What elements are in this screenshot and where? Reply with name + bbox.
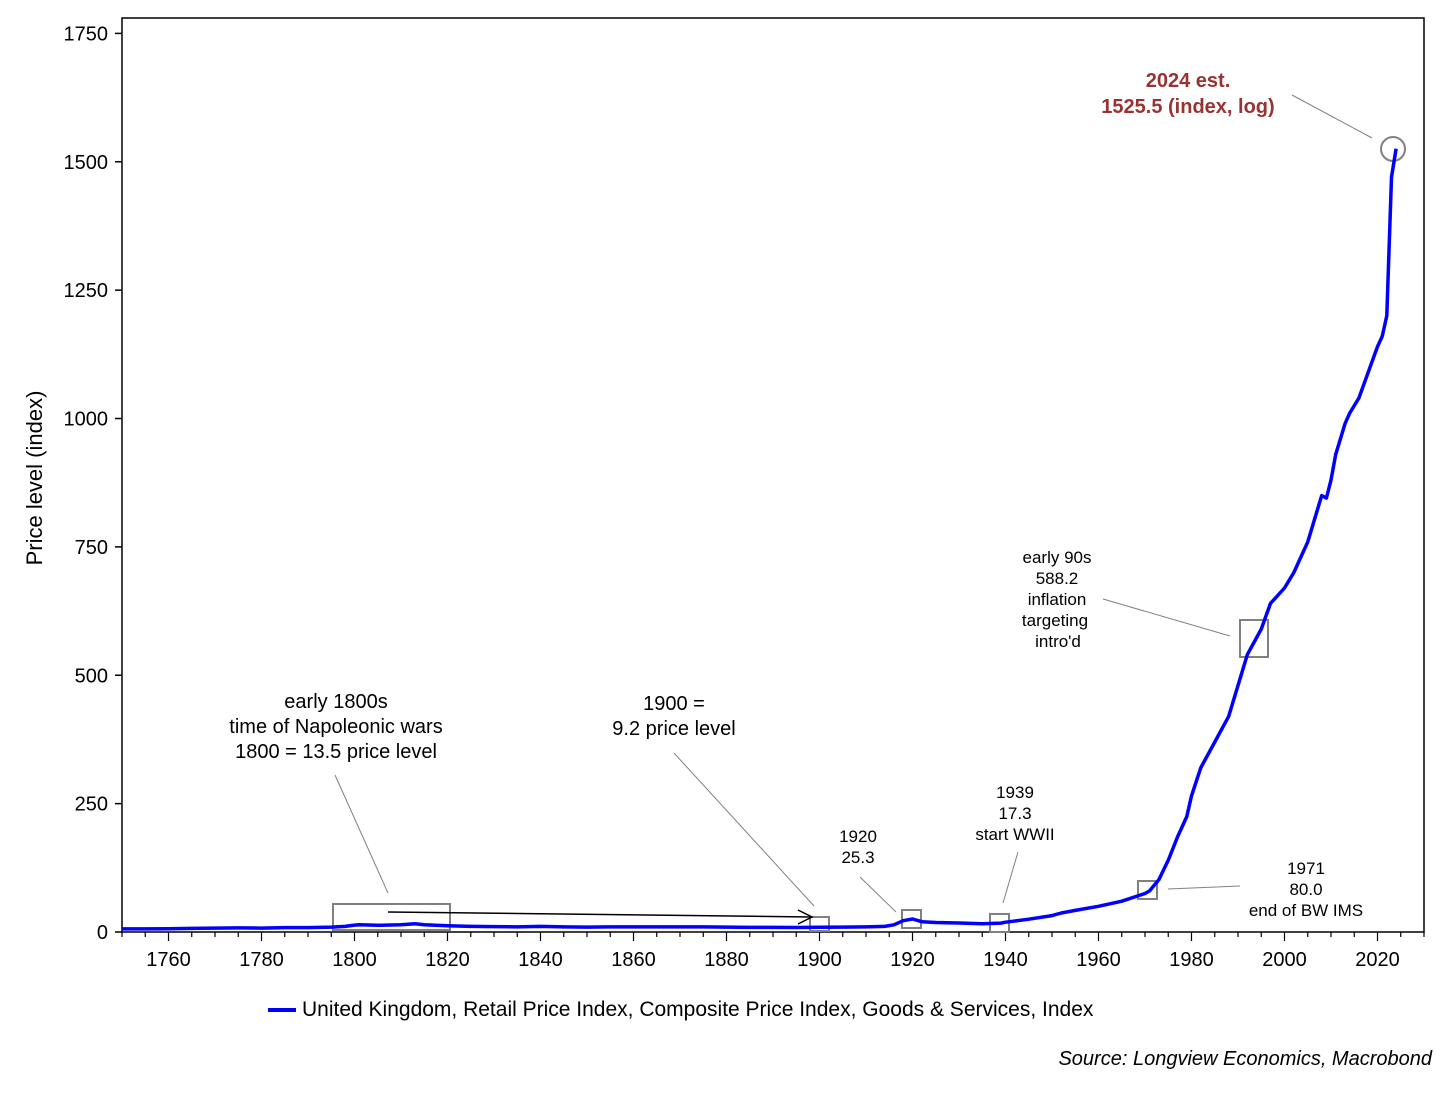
x-tick-label: 1880 (704, 949, 749, 971)
a1971-line1: 1971 (1287, 859, 1325, 878)
box-1900 (809, 916, 830, 932)
x-tick-label: 2020 (1355, 949, 1400, 971)
x-tick-label: 1940 (983, 949, 1028, 971)
annotation-markers (332, 136, 1406, 933)
leader-1900 (673, 752, 815, 907)
legend-label: United Kingdom, Retail Price Index, Comp… (302, 998, 1094, 1021)
x-tick-label: 1920 (890, 949, 935, 971)
y-tick-label: 250 (75, 794, 108, 816)
a90s-line2: 588.2 (1036, 569, 1079, 588)
napoleonic-arrow (387, 909, 814, 925)
annotation-1900: 1900 = 9.2 price level (612, 693, 735, 740)
a1920-line1: 1920 (839, 827, 877, 846)
source-note: Source: Longview Economics, Macrobond (1058, 1048, 1432, 1070)
a1900-line2: 9.2 price level (612, 718, 735, 740)
leader-early90s (1102, 598, 1231, 637)
leader-1939 (1002, 851, 1019, 904)
a1939-line1: 1939 (996, 783, 1034, 802)
box-early90s (1239, 619, 1269, 658)
y-axis-label: Price level (index) (22, 391, 47, 566)
y-tick-label: 1000 (64, 409, 109, 431)
napoleonic-line3: 1800 = 13.5 price level (235, 741, 437, 763)
y-tick-label: 1750 (64, 23, 109, 45)
napoleonic-line1: early 1800s (284, 691, 387, 713)
annotation-1939: 1939 17.3 start WWII (975, 783, 1054, 844)
leader-napoleonic (334, 774, 389, 894)
leader-1971 (1167, 885, 1241, 890)
a1920-line2: 25.3 (841, 848, 874, 867)
annotation-2024: 2024 est. 1525.5 (index, log) (1101, 70, 1274, 118)
a2024-line2: 1525.5 (index, log) (1101, 96, 1274, 118)
a2024-line1: 2024 est. (1146, 70, 1231, 92)
napoleonic-box (332, 903, 451, 931)
a90s-line3: inflation (1028, 590, 1087, 609)
y-axis-ticks: 0 250 500 750 1000 1250 1500 1750 (64, 23, 122, 944)
leader-2024 (1291, 94, 1373, 139)
legend-swatch (268, 1008, 296, 1012)
annotation-napoleonic: early 1800s time of Napoleonic wars 1800… (229, 691, 442, 763)
x-tick-label: 2000 (1262, 949, 1307, 971)
a1939-line3: start WWII (975, 825, 1054, 844)
annotation-leader-lines (334, 94, 1373, 913)
a90s-line1: early 90s (1023, 548, 1092, 567)
x-tick-label: 1780 (239, 949, 284, 971)
x-axis-ticks: 1760 1780 1800 1820 1840 1860 1880 1900 1920 1940… (121, 932, 1425, 971)
x-tick-label: 1860 (611, 949, 656, 971)
a1971-line2: 80.0 (1289, 880, 1322, 899)
y-tick-label: 1250 (64, 280, 109, 302)
x-tick-label: 1840 (518, 949, 563, 971)
x-tick-label: 1800 (332, 949, 377, 971)
x-tick-label: 1900 (797, 949, 842, 971)
napoleonic-line2: time of Napoleonic wars (229, 716, 442, 738)
arrow-shaft (387, 911, 813, 918)
a90s-line4: targeting (1022, 611, 1088, 630)
y-tick-label: 1500 (64, 152, 109, 174)
annotation-early90s: early 90s 588.2 inflation targeting intr… (1022, 548, 1092, 651)
box-1920 (901, 909, 922, 929)
annotation-1971: 1971 80.0 end of BW IMS (1249, 859, 1363, 920)
x-tick-label: 1760 (146, 949, 191, 971)
x-tick-label: 1820 (425, 949, 470, 971)
y-tick-label: 500 (75, 665, 108, 687)
leader-1920 (859, 876, 897, 913)
x-tick-label: 1980 (1169, 949, 1214, 971)
box-1971 (1137, 880, 1158, 900)
y-tick-label: 0 (97, 922, 108, 944)
x-tick-label: 1960 (1076, 949, 1121, 971)
a1939-line2: 17.3 (998, 804, 1031, 823)
arrow-head (797, 909, 814, 925)
annotation-1920: 1920 25.3 (839, 827, 877, 867)
plot-frame (121, 17, 1425, 933)
a90s-line5: intro'd (1035, 632, 1081, 651)
legend: United Kingdom, Retail Price Index, Comp… (268, 998, 1093, 1022)
a1900-line1: 1900 = (643, 693, 705, 715)
a1971-line3: end of BW IMS (1249, 901, 1363, 920)
y-tick-label: 750 (75, 537, 108, 559)
series-line-uk-rpi (122, 148, 1398, 931)
